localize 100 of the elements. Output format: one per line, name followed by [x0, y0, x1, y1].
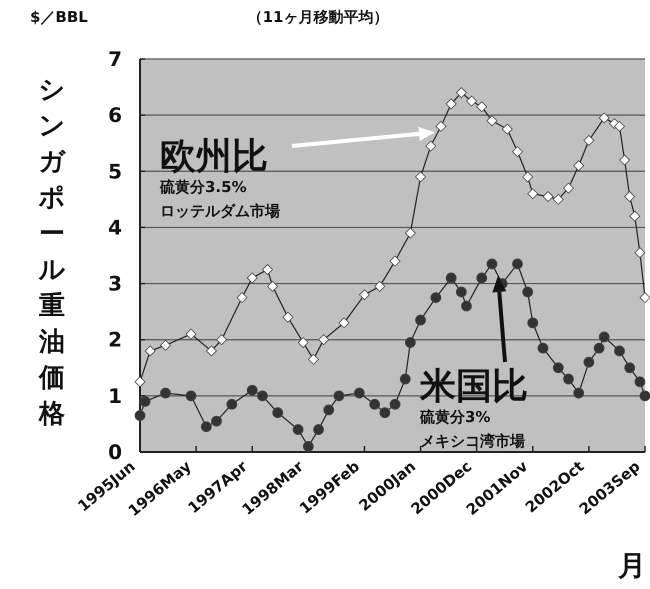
point: [614, 346, 625, 356]
point: [476, 101, 488, 112]
point: [466, 96, 477, 107]
point: [430, 292, 442, 304]
point: [302, 440, 314, 452]
point: [134, 410, 146, 421]
point: [573, 160, 584, 172]
point: [522, 172, 534, 182]
annotation: 硫黄分3.5%: [159, 178, 247, 196]
point: [456, 87, 467, 98]
point: [379, 407, 390, 418]
point: [160, 340, 171, 351]
point: [486, 258, 498, 270]
point: [583, 135, 594, 146]
point: [206, 346, 217, 356]
point: [390, 398, 400, 410]
point: [262, 264, 273, 275]
point: [415, 172, 426, 182]
point: [186, 390, 196, 402]
point: [257, 390, 268, 402]
point: [134, 376, 146, 388]
point: [552, 362, 564, 374]
point: [634, 247, 646, 258]
point: [390, 256, 400, 267]
point: [486, 115, 498, 126]
point: [323, 404, 334, 416]
point: [226, 398, 238, 410]
y-tick-label: 2: [108, 328, 122, 352]
point: [446, 98, 457, 110]
point: [614, 120, 625, 132]
point: [272, 407, 284, 418]
text: $／BBL: [30, 8, 88, 26]
point: [236, 292, 248, 304]
y-tick-label: 1: [108, 384, 122, 408]
point: [211, 416, 222, 427]
point: [512, 146, 523, 158]
point: [640, 390, 650, 402]
point: [436, 120, 446, 132]
y-tick-label: 0: [108, 440, 122, 464]
annotation: 硫黄分3%: [419, 408, 490, 426]
point: [313, 424, 324, 435]
point: [186, 328, 196, 340]
chart-subtitle: （11ヶ月移動平均）: [248, 8, 388, 26]
point: [542, 191, 554, 202]
point: [338, 317, 350, 328]
point: [446, 272, 457, 284]
point: [563, 182, 574, 194]
point: [400, 374, 411, 384]
point: [522, 286, 534, 298]
point: [374, 280, 386, 292]
point: [512, 258, 523, 270]
point: [160, 388, 171, 398]
y-tick-label: 5: [108, 159, 122, 184]
point: [594, 342, 604, 354]
point: [200, 421, 212, 432]
point: [640, 292, 650, 304]
text: シンガポール重油価格: [38, 75, 66, 429]
legend-label: 欧州比: [160, 136, 268, 177]
point: [246, 384, 258, 396]
point: [246, 272, 258, 284]
point: [267, 280, 278, 292]
point: [461, 300, 472, 312]
point: [292, 424, 304, 435]
point: [619, 154, 630, 166]
annotation: ロッテルダム市場: [160, 202, 280, 220]
point: [404, 228, 416, 238]
y-tick-label: 4: [108, 215, 122, 240]
point: [359, 289, 370, 300]
x-axis-title: 月: [617, 549, 646, 582]
point: [144, 346, 156, 356]
point: [369, 398, 380, 410]
point: [354, 388, 365, 398]
point: [563, 374, 574, 384]
point: [334, 390, 344, 402]
y-tick-label: 7: [108, 47, 122, 71]
point: [552, 194, 564, 205]
point: [308, 354, 319, 365]
annotation: メキシコ湾市場: [420, 432, 525, 450]
point: [456, 286, 467, 298]
point: [298, 337, 309, 348]
point: [598, 332, 610, 342]
point: [425, 140, 436, 152]
point: [476, 272, 488, 284]
point: [573, 388, 584, 398]
point: [527, 317, 538, 328]
point: [140, 396, 150, 407]
y-tick-label: 6: [108, 103, 122, 128]
point: [598, 112, 610, 124]
point: [527, 188, 538, 200]
point: [404, 337, 416, 348]
point: [624, 191, 636, 202]
point: [502, 124, 513, 135]
point: [538, 342, 548, 354]
point: [415, 314, 426, 326]
point: [629, 210, 640, 222]
y-tick-label: 3: [108, 272, 122, 296]
point: [583, 356, 594, 368]
point: [282, 312, 294, 323]
point: [216, 334, 228, 346]
point: [318, 334, 330, 346]
